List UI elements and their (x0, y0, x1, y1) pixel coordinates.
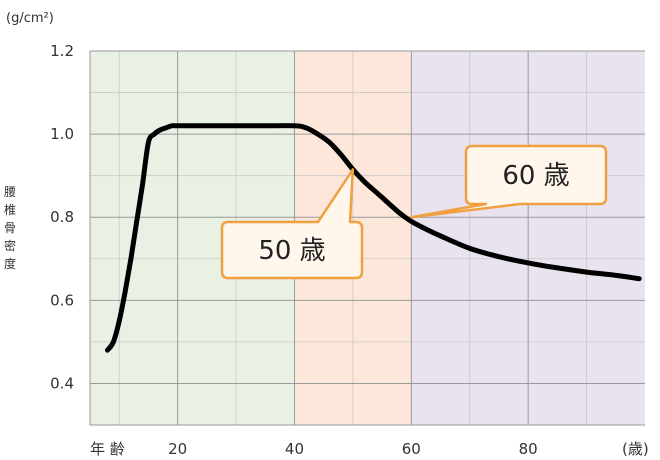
y-tick-labels: 0.4 0.6 0.8 1.0 1.2 (50, 42, 74, 392)
age-bands (90, 51, 645, 425)
y-tick-label: 1.0 (50, 125, 74, 143)
y-axis-label-char: 腰 (4, 185, 16, 199)
series-line-0 (105, 123, 642, 353)
y-axis-label-char: 密 (4, 238, 16, 253)
data-lines (105, 123, 642, 353)
x-unit-label: (歳) (622, 440, 649, 458)
callout-1: 60 歳 (410, 144, 608, 219)
y-tick-label: 0.6 (50, 291, 74, 309)
x-axis-label: 年 齢 (90, 440, 125, 458)
y-axis-label-char: 骨 (4, 221, 16, 235)
callout-box (410, 144, 608, 219)
grid-lines (90, 50, 645, 426)
x-tick-label: 20 (168, 440, 187, 458)
y-axis-label-char: 椎 (4, 202, 16, 217)
y-unit-label: (g/cm²) (6, 11, 54, 26)
callouts: 50 歳 60 歳 (220, 144, 608, 280)
x-tick-labels: 20 40 60 80 (168, 440, 538, 458)
x-tick-label: 40 (285, 440, 304, 458)
y-tick-label: 0.8 (50, 208, 74, 226)
x-tick-label: 80 (519, 440, 538, 458)
y-tick-label: 0.4 (50, 374, 74, 392)
y-tick-label: 1.2 (50, 42, 74, 60)
plot-frame (89, 51, 645, 426)
callout-0: 50 歳 (220, 168, 364, 280)
callout-text: 50 歳 (258, 236, 325, 266)
callout-box (220, 168, 364, 280)
y-axis-label-char: 度 (4, 256, 16, 271)
callout-text: 60 歳 (502, 161, 569, 191)
x-tick-label: 60 (402, 440, 421, 458)
